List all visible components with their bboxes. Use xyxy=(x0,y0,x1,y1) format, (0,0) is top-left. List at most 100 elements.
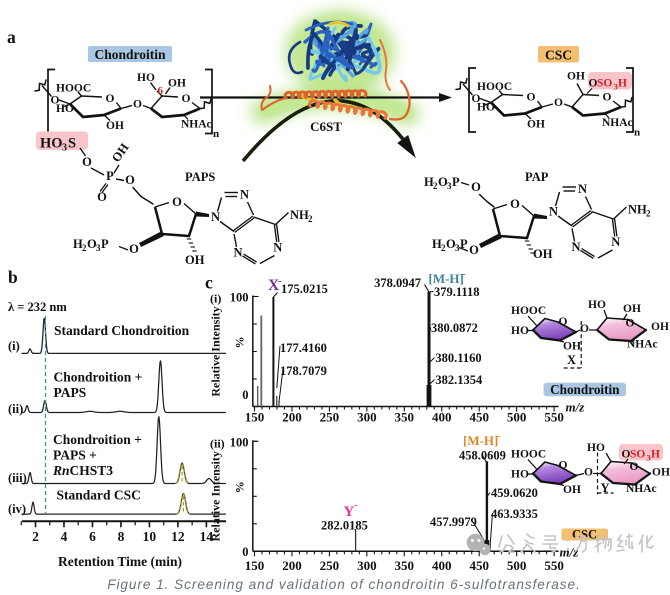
svg-text:N: N xyxy=(611,235,620,249)
svg-text:HO: HO xyxy=(587,442,605,454)
svg-text:H: H xyxy=(651,448,660,460)
svg-text:CSC: CSC xyxy=(545,48,572,63)
svg-text:CSC: CSC xyxy=(572,528,597,542)
svg-text:(iv): (iv) xyxy=(8,502,26,516)
svg-text:N: N xyxy=(233,246,242,260)
svg-text:N: N xyxy=(211,210,220,224)
svg-text:NH: NH xyxy=(290,208,309,222)
svg-text:PAPS: PAPS xyxy=(54,385,87,400)
svg-text:0: 0 xyxy=(242,388,248,402)
svg-text:O: O xyxy=(469,243,479,257)
svg-text:(ii): (ii) xyxy=(210,436,225,450)
svg-text:378.0947: 378.0947 xyxy=(374,276,421,290)
svg-text:λ = 232 nm: λ = 232 nm xyxy=(8,300,67,314)
svg-text:H: H xyxy=(424,175,434,189)
svg-text:C6ST: C6ST xyxy=(310,119,342,134)
svg-text:HO: HO xyxy=(511,469,529,481)
svg-text:N: N xyxy=(549,205,558,219)
svg-text:O: O xyxy=(87,237,97,251)
svg-text:OH: OH xyxy=(567,71,585,83)
svg-text:HO: HO xyxy=(56,103,74,115)
svg-text:OH: OH xyxy=(563,341,581,353)
svg-text:2: 2 xyxy=(433,181,438,191)
svg-text:NHAc: NHAc xyxy=(627,339,658,351)
svg-text:Standard Chondroition: Standard Chondroition xyxy=(54,323,190,338)
svg-text:380.0872: 380.0872 xyxy=(431,321,478,335)
svg-text:379.1118: 379.1118 xyxy=(434,285,480,299)
svg-text:O: O xyxy=(626,318,635,330)
svg-text:Figure 1. Screening and valida: Figure 1. Screening and validation of ch… xyxy=(107,577,581,592)
svg-text:3: 3 xyxy=(96,243,101,253)
svg-text:3: 3 xyxy=(455,243,460,253)
svg-text:O: O xyxy=(133,99,142,111)
svg-text:8: 8 xyxy=(118,529,125,544)
svg-text:O: O xyxy=(622,448,631,460)
svg-text:(i): (i) xyxy=(8,339,20,353)
svg-text:O: O xyxy=(51,95,60,107)
svg-text:O: O xyxy=(584,467,593,479)
svg-text:O: O xyxy=(172,195,182,209)
svg-text:458.0609: 458.0609 xyxy=(459,449,506,463)
svg-text:Relative Intensity: Relative Intensity xyxy=(209,451,223,541)
svg-text:2: 2 xyxy=(646,209,651,219)
svg-text:RnCHST3: RnCHST3 xyxy=(52,463,113,478)
svg-text:O: O xyxy=(182,93,191,105)
svg-text:HOOC: HOOC xyxy=(477,81,512,93)
svg-text:400: 400 xyxy=(432,558,452,573)
svg-text:2: 2 xyxy=(82,243,87,253)
svg-text:N: N xyxy=(240,188,249,202)
svg-text:380.1160: 380.1160 xyxy=(435,351,481,365)
svg-text:Y: Y xyxy=(344,504,355,520)
svg-text:O: O xyxy=(82,155,92,169)
svg-text:N: N xyxy=(578,182,587,196)
svg-text:(ii): (ii) xyxy=(8,402,23,416)
svg-text:OH: OH xyxy=(533,247,553,261)
svg-text:200: 200 xyxy=(282,558,302,573)
svg-text:Chondroition +: Chondroition + xyxy=(54,370,143,385)
svg-text:PAP: PAP xyxy=(525,170,549,184)
svg-text:OH: OH xyxy=(623,303,641,315)
svg-text:178.7079: 178.7079 xyxy=(280,364,327,378)
svg-text:500: 500 xyxy=(507,410,527,425)
svg-text:NHAc: NHAc xyxy=(181,119,212,131)
svg-text:S: S xyxy=(68,136,76,152)
svg-text:HO: HO xyxy=(511,325,529,337)
svg-text:2: 2 xyxy=(308,214,313,224)
svg-text:N: N xyxy=(273,241,282,255)
svg-text:282.0185: 282.0185 xyxy=(321,519,368,533)
svg-text:HO: HO xyxy=(40,136,63,152)
svg-text:O: O xyxy=(438,175,448,189)
svg-text:2: 2 xyxy=(441,243,446,253)
svg-text:%: % xyxy=(233,337,247,349)
svg-text:HO: HO xyxy=(588,299,606,311)
svg-text:OH: OH xyxy=(106,120,124,132)
svg-text:O: O xyxy=(97,190,107,204)
svg-text:O: O xyxy=(527,92,536,104)
svg-text:%: % xyxy=(233,481,247,493)
svg-text:300: 300 xyxy=(357,558,377,573)
svg-text:-: - xyxy=(278,275,282,287)
svg-text:-: - xyxy=(462,268,466,280)
svg-text:O: O xyxy=(472,93,481,105)
svg-text:100: 100 xyxy=(230,435,249,449)
svg-text:350: 350 xyxy=(395,558,415,573)
svg-text:300: 300 xyxy=(357,410,377,425)
svg-text:450: 450 xyxy=(469,410,489,425)
svg-text:Chondroition +: Chondroition + xyxy=(53,432,142,447)
svg-text:NHAc: NHAc xyxy=(602,117,633,129)
svg-text:Chondroitin: Chondroitin xyxy=(94,47,166,62)
svg-text:Chondroitin: Chondroitin xyxy=(550,382,620,397)
svg-text:O: O xyxy=(129,242,139,256)
svg-text:H: H xyxy=(618,78,627,90)
svg-text:n: n xyxy=(213,128,219,140)
svg-text:OH: OH xyxy=(652,467,670,479)
svg-text:X: X xyxy=(268,277,280,294)
svg-text:(i): (i) xyxy=(210,292,221,306)
svg-text:H: H xyxy=(73,237,83,251)
svg-text:250: 250 xyxy=(320,410,340,425)
svg-text:Retention Time (min): Retention Time (min) xyxy=(58,554,182,569)
svg-text:SO: SO xyxy=(597,78,612,90)
svg-text:3: 3 xyxy=(62,143,67,154)
svg-text:459.0620: 459.0620 xyxy=(491,486,538,500)
svg-text:O: O xyxy=(589,78,598,90)
